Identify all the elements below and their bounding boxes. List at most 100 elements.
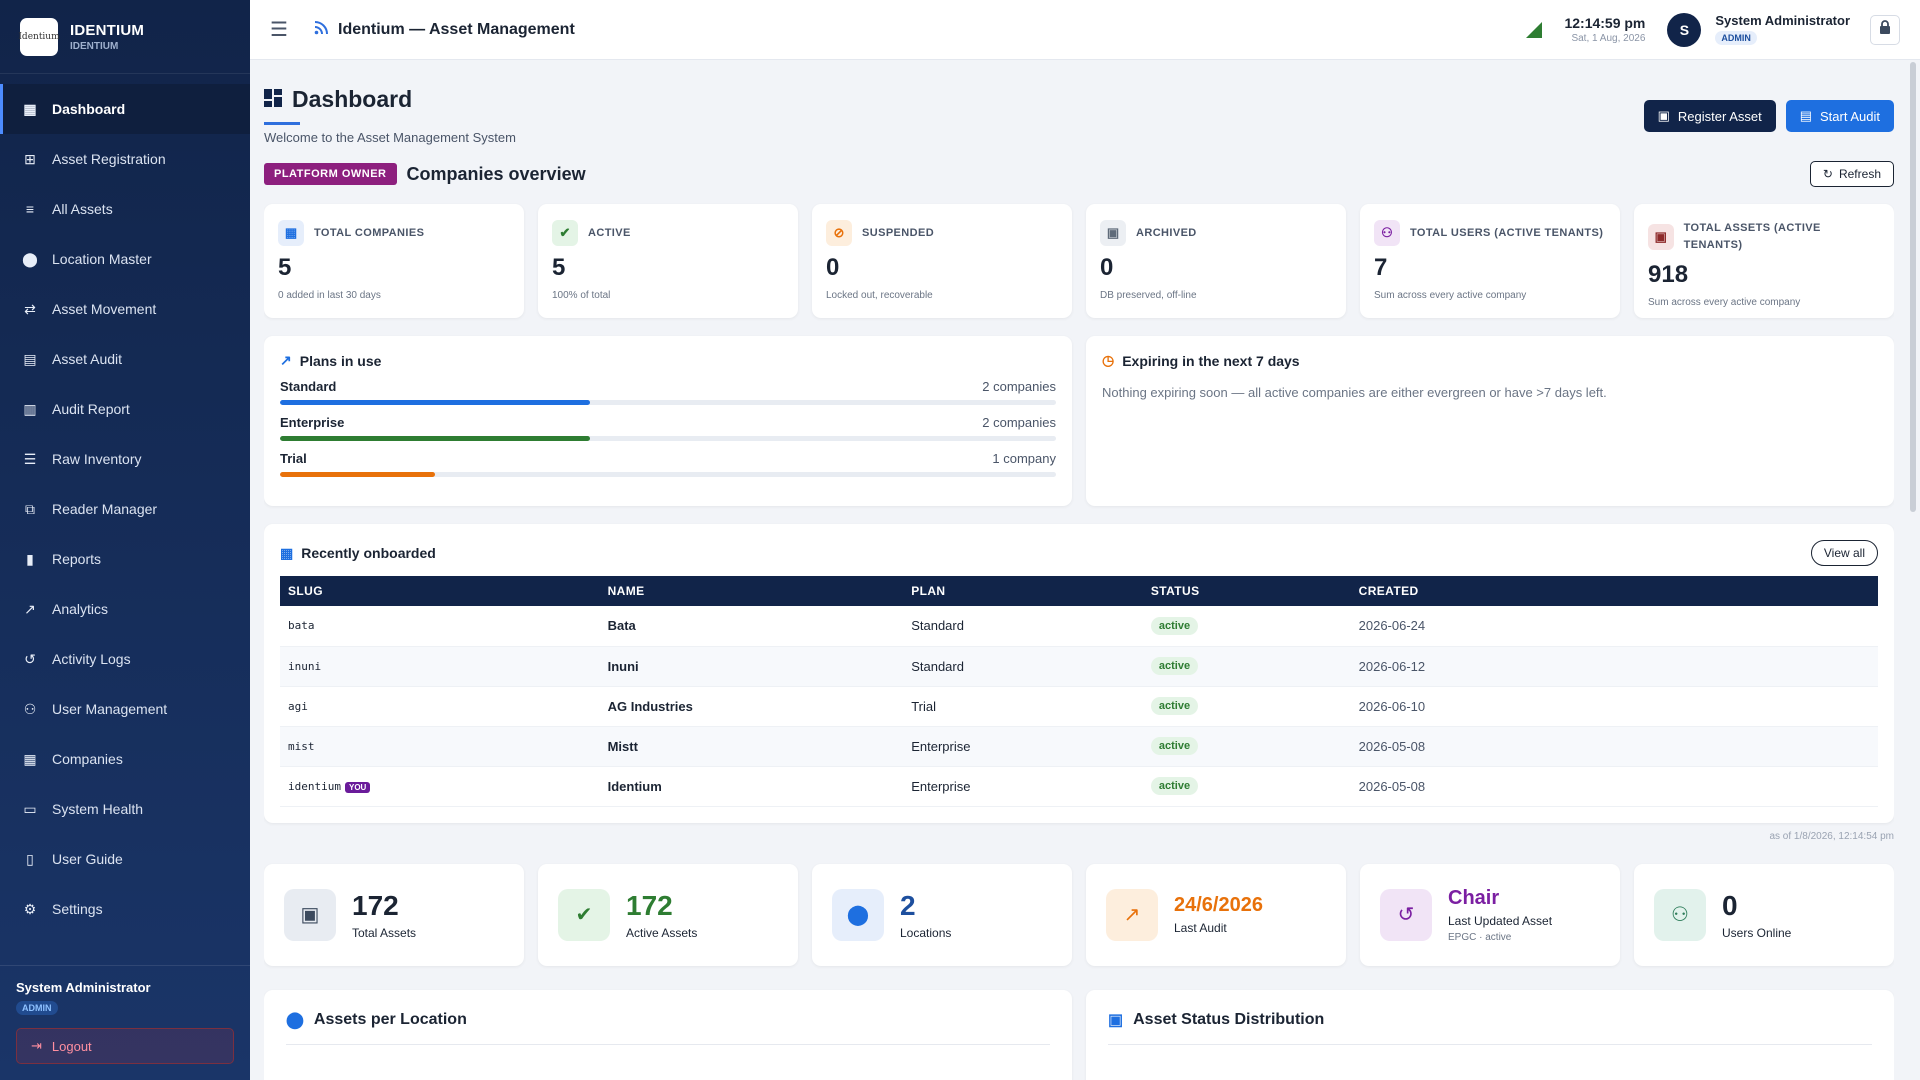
plan-name: Trial — [280, 451, 307, 466]
logout-button[interactable]: ⇥ Logout — [16, 1028, 234, 1064]
created-cell: 2026-05-08 — [1350, 766, 1878, 807]
sidebar: Identium IDENTIUM IDENTIUM ▦ Dashboard ⊞ As… — [0, 0, 250, 1080]
brand-title: IDENTIUM — [70, 21, 145, 39]
refresh-icon: ↻ — [1822, 167, 1833, 181]
kpi-subtext: Sum across every active company — [1648, 297, 1801, 308]
main-content: Dashboard Welcome to the Asset Managemen… — [264, 60, 1894, 1080]
kpi-value: 0 — [1100, 254, 1114, 281]
users-icon: ⚇ — [23, 700, 37, 717]
stat-subtext: EPGC · active — [1448, 931, 1512, 943]
sidebar-item-location-master[interactable]: ⬤ Location Master — [0, 234, 250, 284]
table-row[interactable]: inuni Inuni Standard active 2026-06-12 — [280, 646, 1878, 687]
sidebar-item-asset-audit[interactable]: ▤ Asset Audit — [0, 334, 250, 384]
sidebar-item-label: User Guide — [52, 851, 123, 867]
plan-bar-track — [280, 400, 1056, 405]
sidebar-item-label: Dashboard — [52, 101, 126, 117]
building-icon: ▦ — [278, 220, 304, 246]
trend-icon: ↗ — [24, 600, 36, 617]
sidebar-item-all-assets[interactable]: ≡ All Assets — [0, 184, 250, 234]
page-header: Dashboard Welcome to the Asset Managemen… — [264, 60, 1894, 150]
column-header[interactable]: SLUG — [288, 584, 323, 598]
you-badge: YOU — [344, 781, 371, 793]
sidebar-item-activity-logs[interactable]: ↺ Activity Logs — [0, 634, 250, 684]
clock-icon: ◷ — [1102, 352, 1115, 368]
sidebar-item-analytics[interactable]: ↗ Analytics — [0, 584, 250, 634]
status-badge: active — [1150, 616, 1199, 635]
name-cell: Bata — [599, 606, 904, 647]
table-row[interactable]: identium YOU Identium Enterprise active 2026-… — [280, 766, 1878, 807]
created-cell: 2026-05-08 — [1350, 726, 1878, 767]
sidebar-item-audit-report[interactable]: ▥ Audit Report — [0, 384, 250, 434]
sidebar-item-raw-inventory[interactable]: ☰ Raw Inventory — [0, 434, 250, 484]
table-row[interactable]: mist Mistt Enterprise active 2026-05-08 — [280, 726, 1878, 767]
column-header[interactable]: CREATED — [1358, 584, 1419, 598]
name-cell: Mistt — [599, 726, 904, 767]
reader-icon: ⧉ — [25, 500, 35, 517]
register-asset-label: Register Asset — [1677, 108, 1762, 124]
plan-bar-fill — [280, 436, 591, 441]
sidebar-item-asset-movement[interactable]: ⇄ Asset Movement — [0, 284, 250, 334]
stat-label: Total Assets — [352, 925, 417, 940]
list-icon: ≡ — [25, 201, 35, 217]
users-icon: ⚇ — [1374, 220, 1400, 246]
top-role-badge: ADMIN — [1715, 31, 1757, 45]
company-kpi-cards: ▦ TOTAL COMPANIES 5 0 added in last 30 days… — [264, 204, 1894, 318]
lock-icon — [1879, 20, 1891, 39]
kpi-subtext: Locked out, recoverable — [826, 290, 933, 301]
view-all-button[interactable]: View all — [1810, 540, 1878, 566]
column-header[interactable]: STATUS — [1150, 584, 1200, 598]
table-row[interactable]: bata Bata Standard active 2026-06-24 — [280, 606, 1878, 647]
location-pin-icon: ⬤ — [286, 1011, 304, 1029]
table-row[interactable]: agi AG Industries Trial active 2026-06-10 — [280, 686, 1878, 727]
status-badge: active — [1150, 777, 1199, 795]
stat-value: 172 — [352, 889, 399, 921]
avatar[interactable]: S — [1667, 12, 1702, 47]
chart-panel-title: ⬤ Assets per Location — [286, 1010, 1050, 1045]
companies-table: SLUG NAME PLAN STATUS CREATED bata Bata Standa… — [280, 576, 1878, 807]
plan-bar-fill — [280, 400, 591, 405]
menu-toggle-icon[interactable]: ☰ — [270, 19, 288, 41]
sidebar-item-reports[interactable]: ▮ Reports — [0, 534, 250, 584]
sidebar-item-reader-manager[interactable]: ⧉ Reader Manager — [0, 484, 250, 534]
plan-cell: Standard — [903, 646, 1143, 687]
lock-button[interactable] — [1870, 14, 1900, 45]
kpi-card: ▦ TOTAL COMPANIES 5 0 added in last 30 days — [264, 204, 524, 318]
monitor-icon: ▭ — [23, 800, 37, 817]
column-header[interactable]: PLAN — [911, 584, 946, 598]
stat-value: 172 — [626, 889, 673, 921]
sidebar-item-label: Settings — [52, 901, 103, 917]
refresh-button[interactable]: ↻ Refresh — [1809, 161, 1894, 187]
sidebar-item-user-guide[interactable]: ▯ User Guide — [0, 834, 250, 884]
topbar: ☰ Identium — Asset Management 12:14:59 p… — [250, 0, 1920, 60]
plan-name: Standard — [280, 379, 337, 394]
sidebar-item-label: Asset Registration — [52, 151, 166, 167]
top-user[interactable]: System Administrator ADMIN — [1715, 13, 1850, 46]
sidebar-item-system-health[interactable]: ▭ System Health — [0, 784, 250, 834]
clipboard-icon: ▤ — [1799, 108, 1813, 123]
logout-label: Logout — [51, 1038, 92, 1054]
scrollbar[interactable] — [1910, 62, 1916, 512]
column-header[interactable]: NAME — [607, 584, 645, 598]
building-icon: ▦ — [23, 750, 37, 767]
kpi-card: ▣ TOTAL ASSETS (ACTIVE TENANTS) 918 Sum acr… — [1634, 204, 1894, 318]
start-audit-button[interactable]: ▤ Start Audit — [1785, 100, 1894, 132]
sidebar-item-label: Raw Inventory — [52, 451, 142, 467]
brand[interactable]: Identium IDENTIUM IDENTIUM — [0, 0, 250, 74]
register-asset-button[interactable]: ▣ Register Asset — [1643, 100, 1776, 132]
sidebar-item-settings[interactable]: ⚙ Settings — [0, 884, 250, 934]
sidebar-item-dashboard[interactable]: ▦ Dashboard — [0, 84, 250, 134]
plan-cell: Enterprise — [903, 726, 1143, 767]
sidebar-item-companies[interactable]: ▦ Companies — [0, 734, 250, 784]
chart-panel: ▣ Asset Status Distribution — [1086, 989, 1894, 1080]
recently-onboarded-panel: ▦ Recently onboarded View all SLUG NAME PL… — [264, 524, 1894, 823]
expiring-title: ◷ Expiring in the next 7 days — [1102, 352, 1878, 369]
clock-date: Sat, 1 Aug, 2026 — [1571, 33, 1646, 44]
sidebar-item-asset-registration[interactable]: ⊞ Asset Registration — [0, 134, 250, 184]
plan-bar-track — [280, 436, 1056, 441]
status-cell: active — [1142, 726, 1351, 767]
slug-text: bata — [288, 619, 315, 633]
check-circle-icon: ✔ — [552, 220, 578, 246]
kpi-card: ⊘ SUSPENDED 0 Locked out, recoverable — [812, 204, 1072, 318]
sidebar-item-label: Activity Logs — [52, 651, 131, 667]
sidebar-item-user-management[interactable]: ⚇ User Management — [0, 684, 250, 734]
